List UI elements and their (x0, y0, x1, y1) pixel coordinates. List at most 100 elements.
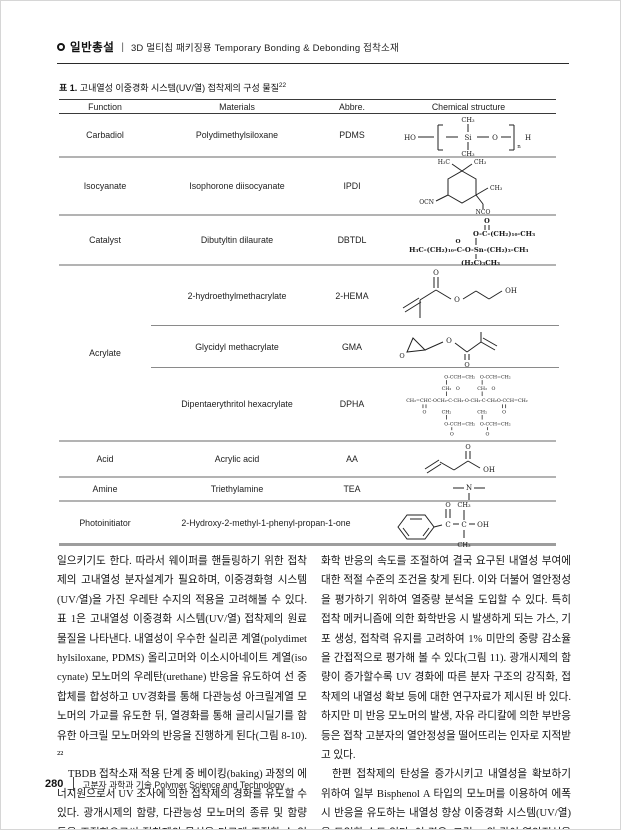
material-cell: 2-Hydroxy-2-methyl-1-phenyl-propan-1-one (181, 517, 351, 528)
svg-text:CH₃: CH₃ (474, 159, 487, 166)
svg-text:n: n (517, 144, 521, 150)
svg-text:O-CCH=CH₂: O-CCH=CH₂ (444, 375, 475, 381)
svg-text:(H₂C)₃CH₃: (H₂C)₃CH₃ (461, 259, 500, 265)
svg-text:CH₃: CH₃ (490, 185, 503, 192)
paragraph: TBDB 접착소재 적용 단계 중 베이킹(baking) 과정의 에너지원으로… (57, 769, 307, 829)
triethylamine-structure-diagram: N (452, 484, 485, 500)
header-separator: | (121, 41, 124, 53)
table-caption-ref: 22 (278, 82, 287, 89)
journal-name: 고분자 과학과 기술 Polymer Science and Technolog… (82, 779, 285, 790)
svg-text:O: O (465, 443, 470, 451)
svg-text:OH: OH (483, 466, 495, 474)
svg-text:O-CCH=CH₂: O-CCH=CH₂ (480, 375, 511, 381)
body-column-left: 일으키기도 한다. 따라서 웨이퍼를 핸들링하기 위한 접착제의 고내열성 분자… (57, 552, 307, 829)
svg-text:CH₃: CH₃ (461, 116, 475, 124)
svg-text:CH₃: CH₃ (461, 150, 475, 157)
table-row: Isocyanate Isophorone diisocyanate IPDI … (59, 158, 556, 216)
function-cell: Isocyanate (83, 181, 127, 191)
svg-text:C: C (445, 521, 450, 529)
svg-text:O: O (455, 239, 460, 245)
col-header-materials: Materials (219, 101, 255, 112)
svg-text:CH₂: CH₂ (442, 386, 452, 392)
structure-cell: O O-C-(CH₂)₁₀-CH₃ O H₃C-(CH₂)₁₀-C-O-Sn-(… (381, 216, 571, 265)
body-column-right: 화학 반응의 속도를 조절하여 결국 요구된 내열성 부여에 대한 적절 수준의… (321, 552, 571, 829)
material-cell: Polydimethylsiloxane (195, 130, 279, 140)
svg-text:CH₂: CH₂ (477, 386, 487, 392)
svg-text:N: N (465, 484, 471, 492)
abbre-cell: GMA (341, 341, 363, 352)
svg-text:O: O (445, 501, 450, 509)
abbre-cell: TEA (343, 484, 361, 494)
svg-text:O: O (492, 386, 496, 392)
svg-text:O: O (446, 337, 452, 345)
table-row: Carbadiol Polydimethylsiloxane PDMS CH₃ … (59, 114, 556, 158)
paragraph: 일으키기도 한다. 따라서 웨이퍼를 핸들링하기 위한 접착제의 고내열성 분자… (57, 556, 307, 762)
svg-text:O: O (484, 217, 490, 225)
material-cell: Glycidyl methacrylate (195, 341, 279, 352)
structure-cell: O O O (381, 326, 559, 368)
svg-text:O-CCH=CH₂: O-CCH=CH₂ (444, 422, 475, 428)
table-subrow: Dipentaerythritol hexacrylate DPHA O-CCH… (151, 368, 559, 440)
footer-divider (73, 777, 75, 791)
table-row: Amine Triethylamine TEA N (59, 478, 556, 502)
structure-cell: O OH (381, 442, 556, 476)
table-caption: 표 1. 고내열성 이중경화 시스템(UV/열) 접착제의 구성 물질22 (59, 81, 556, 94)
header-rule (57, 63, 569, 64)
svg-text:H₃C-(CH₂)₁₀-C-O-Sn-(CH₂)₃-CH₃: H₃C-(CH₂)₁₀-C-O-Sn-(CH₂)₃-CH₃ (409, 246, 528, 254)
material-cell: Dipentaerythritol hexacrylate (181, 399, 293, 409)
svg-text:Si: Si (464, 134, 472, 142)
svg-text:O: O (485, 431, 489, 437)
page-footer: 280 고분자 과학과 기술 Polymer Science and Techn… (45, 777, 284, 791)
structure-cell: H₃C CH₃ CH₃ NCO OCN (381, 158, 556, 215)
hema-structure-diagram: O O OH (402, 269, 517, 318)
abbre-cell: DPHA (339, 399, 365, 409)
svg-text:OCN: OCN (419, 199, 434, 206)
table-caption-text: 고내열성 이중경화 시스템(UV/열) 접착제의 구성 물질 (77, 83, 279, 93)
svg-text:O: O (399, 352, 404, 360)
svg-text:O: O (450, 431, 454, 437)
svg-text:O: O (423, 409, 427, 415)
svg-text:O: O (456, 386, 460, 392)
function-cell: Acid (96, 454, 114, 464)
table-subrow: Glycidyl methacrylate GMA O O O (151, 326, 559, 368)
material-cell: Triethylamine (210, 484, 264, 494)
material-cell: Dibutyltin dilaurate (200, 235, 274, 245)
svg-text:CH₂: CH₂ (477, 409, 487, 415)
svg-text:O: O (502, 409, 506, 415)
body-text: 일으키기도 한다. 따라서 웨이퍼를 핸들링하기 위한 접착제의 고내열성 분자… (57, 552, 571, 829)
dpha-structure-diagram: O-CCH=CH₂ O-CCH=CH₂ CH₂ O CH₂ O CH₂=CHC-… (406, 375, 527, 437)
acrylate-subrows: 2-hydroethylmethacrylate 2-HEMA O O (151, 266, 559, 440)
svg-text:O: O (433, 269, 439, 277)
table-1: 표 1. 고내열성 이중경화 시스템(UV/열) 접착제의 구성 물질22 Fu… (59, 81, 559, 549)
structure-cell: O C C CH₃ OH CH₃ (381, 501, 556, 549)
abbre-cell: AA (346, 454, 358, 464)
material-cell: 2-hydroethylmethacrylate (187, 290, 287, 301)
function-cell: Amine (92, 484, 118, 494)
table-row: Acid Acrylic acid AA O OH (59, 442, 556, 478)
pdms-structure-diagram: CH₃ HO Si O n H CH₃ (404, 116, 531, 157)
table-header-row: Function Materials Abbre. Chemical struc… (59, 99, 556, 114)
table-caption-number: 표 1. (59, 83, 78, 93)
svg-text:OH: OH (505, 287, 517, 295)
structure-cell: N (381, 478, 556, 500)
svg-text:O-C-(CH₂)₁₀-CH₃: O-C-(CH₂)₁₀-CH₃ (473, 230, 535, 238)
function-cell: Acrylate (89, 348, 121, 358)
col-header-structure: Chemical structure (431, 101, 506, 112)
function-cell: Photoinitiator (79, 517, 131, 528)
section-label: 일반총설 (70, 42, 115, 54)
table-row: Catalyst Dibutyltin dilaurate DBTDL O O-… (59, 216, 556, 266)
function-cell: Carbadiol (86, 130, 124, 140)
svg-text:C: C (461, 521, 466, 529)
page-header: 일반총설 | 3D 멀티칩 패키징용 Temporary Bonding & D… (57, 39, 569, 55)
function-cell: Catalyst (89, 235, 121, 245)
svg-text:CH₃: CH₃ (457, 501, 471, 509)
col-header-abbre: Abbre. (339, 101, 365, 112)
svg-text:CH₂: CH₂ (442, 409, 452, 415)
svg-text:H₃C: H₃C (437, 159, 450, 166)
svg-text:OH: OH (477, 521, 489, 529)
abbre-cell: DBTDL (337, 235, 367, 245)
section-bullet-icon (57, 43, 65, 51)
structure-cell: CH₃ HO Si O n H CH₃ (381, 114, 556, 157)
structure-cell: O O OH (381, 266, 559, 325)
